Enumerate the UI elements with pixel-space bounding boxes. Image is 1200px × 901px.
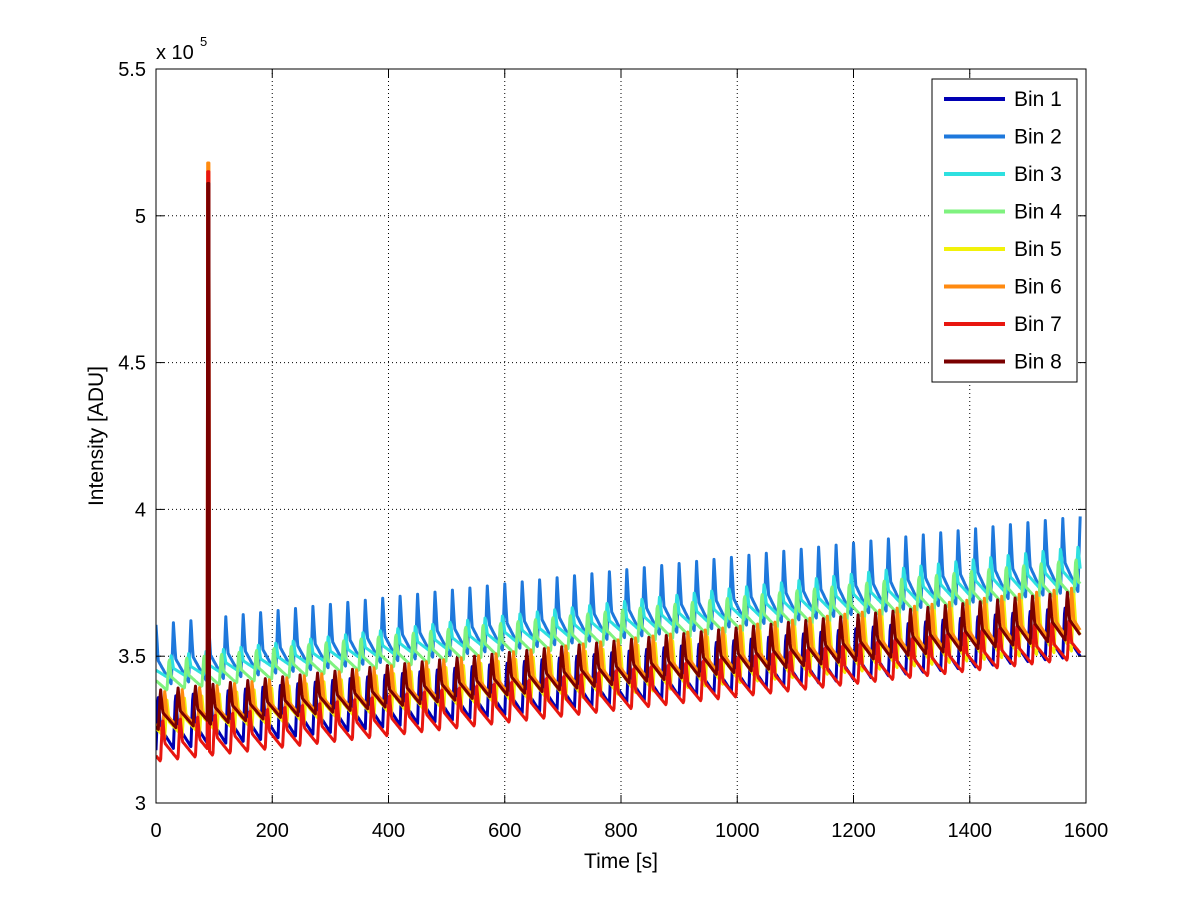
legend-label-7: Bin 7 [1014,313,1062,336]
legend-label-1: Bin 1 [1014,88,1062,111]
series-line-8 [156,182,1082,731]
x-tick-label: 1600 [1064,820,1109,842]
legend-label-2: Bin 2 [1014,126,1062,149]
plot-background [156,69,1086,803]
legend-label-5: Bin 5 [1014,238,1062,261]
legend-label-6: Bin 6 [1014,276,1062,299]
x-tick-label: 800 [604,820,637,842]
legend: Bin 1 Bin 2 Bin 3 Bin 4 Bin 5 Bin 6 Bin 7 Bin 8 [931,78,1078,383]
legend-label-3: Bin 3 [1014,163,1062,186]
axis-ticks: 0 200 400 600 800 1000 1200 1400 1600 3 3.5 4 4.5 5 5.… [118,59,1108,842]
x-tick-label: 1000 [715,820,760,842]
x-tick-label: 200 [256,820,289,842]
legend-box [931,78,1078,383]
y-tick-label: 4.5 [118,353,146,375]
y-tick-label: 3 [135,793,146,815]
legend-label-8: Bin 8 [1014,351,1062,374]
x-tick-label: 0 [150,820,161,842]
x-tick-label: 1200 [831,820,876,842]
series-line-7 [156,170,1082,763]
series-line-2 [156,516,1082,686]
y-tick-label: 4 [135,499,146,521]
x-tick-label: 1400 [948,820,993,842]
y-axis-label: Intensity [ADU] [85,366,108,506]
x-tick-label: 400 [372,820,405,842]
series-layer [156,161,1082,763]
y-multiplier-base: x 10 [156,42,194,64]
y-multiplier-exponent: 5 [200,34,207,49]
x-tick-label: 600 [488,820,521,842]
legend-label-4: Bin 4 [1014,201,1062,224]
y-tick-label: 5.5 [118,59,146,81]
y-tick-label: 3.5 [118,646,146,668]
x-axis-label: Time [s] [584,850,658,873]
y-tick-label: 5 [135,206,146,228]
